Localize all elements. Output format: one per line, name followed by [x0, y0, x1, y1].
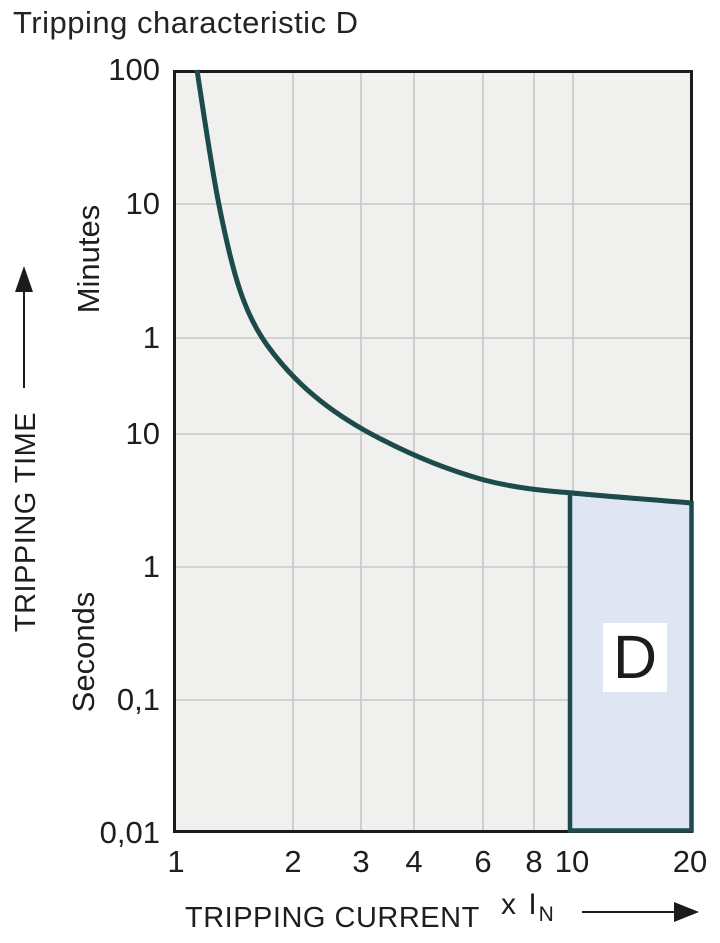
x-tick-label-3: 3	[352, 844, 370, 879]
x-tick-label-10: 10	[554, 844, 590, 879]
region-label-box: D	[603, 623, 667, 692]
gridlines	[174, 71, 692, 832]
x-tick-label-8: 8	[525, 844, 543, 879]
x-unit-symbol: x I	[501, 888, 539, 921]
y-tick-label-10s: 10	[125, 416, 160, 451]
y-tick-label-100min: 100	[108, 52, 160, 87]
up-arrow-icon	[15, 266, 33, 388]
x-tick-label-2: 2	[284, 844, 302, 879]
x-tick-label-20: 20	[672, 844, 708, 879]
region-label: D	[612, 623, 658, 691]
y-tick-label-1s: 1	[142, 549, 160, 584]
y-unit-minutes: Minutes	[71, 204, 106, 314]
y-unit-seconds: Seconds	[66, 591, 101, 713]
figure-title: Tripping characteristic D	[13, 5, 359, 40]
y-axis-title: TRIPPING TIME	[9, 411, 42, 633]
y-tick-label-01s: 0,1	[116, 682, 160, 717]
x-tick-label-4: 4	[405, 844, 423, 879]
x-axis-unit: x IN	[501, 888, 554, 925]
y-tick-label-1min: 1	[142, 320, 160, 355]
x-unit-subscript: N	[538, 903, 554, 926]
tripping-curve-line	[194, 69, 693, 506]
x-tick-label-6: 6	[474, 844, 492, 879]
right-arrow-icon	[582, 902, 699, 922]
x-axis-title: TRIPPING CURRENT	[185, 902, 480, 934]
y-tick-label-001s: 0,01	[99, 815, 160, 850]
y-tick-label-10min: 10	[125, 186, 160, 221]
x-tick-label-1: 1	[167, 844, 185, 879]
plot-frame	[173, 70, 693, 833]
